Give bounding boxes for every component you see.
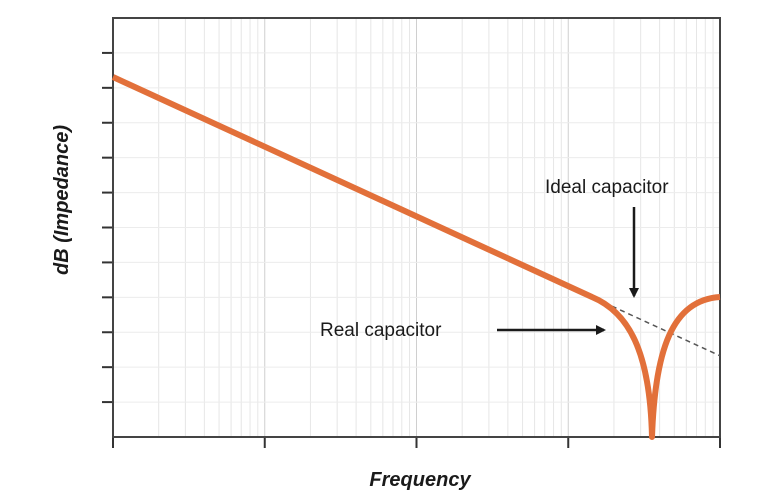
- y-axis-title: dB (Impedance): [51, 125, 73, 275]
- grid-major: [113, 18, 720, 437]
- real-capacitor-label: Real capacitor: [320, 320, 442, 341]
- ideal-capacitor-label: Ideal capacitor: [545, 177, 669, 198]
- axes: [112, 17, 721, 438]
- plot-frame: [112, 17, 721, 438]
- axis-ticks: [102, 51, 721, 448]
- x-axis-title: Frequency: [369, 469, 471, 491]
- real-capacitor-line: [111, 74, 721, 440]
